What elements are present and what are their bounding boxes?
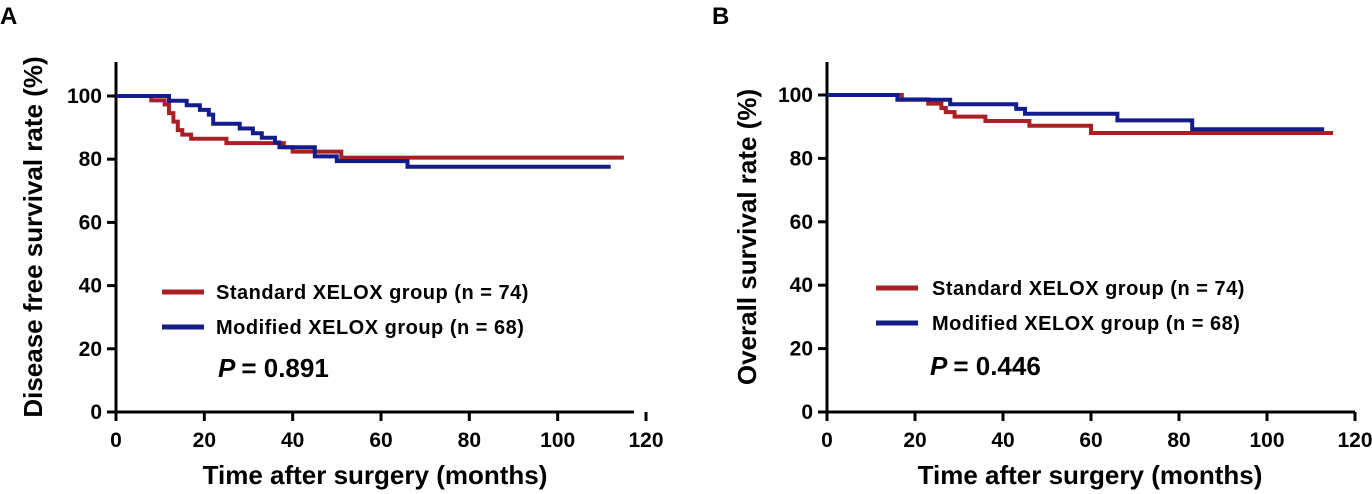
panel-a-x-tick-label: 20 (193, 429, 216, 452)
panel-a-x-tick-label: 100 (540, 429, 575, 452)
panel-b-y-tick-label: 40 (790, 274, 813, 297)
panel-b-legend-label-standard: Standard XELOX group (n = 74) (932, 278, 1245, 300)
panel-b-legend-label-modified: Modified XELOX group (n = 68) (932, 313, 1240, 335)
panel-a-x-tick-label: 120 (628, 429, 663, 452)
panel-a-p-value: P = 0.891 (218, 353, 329, 383)
panel-b-y-tick-label: 80 (790, 147, 813, 170)
panel-a-x-tick-label: 60 (369, 429, 392, 452)
panel-a-axes (114, 62, 634, 414)
panel-b-x-tick-label: 40 (991, 429, 1014, 452)
panel-b-label: B (712, 3, 729, 30)
panel-a-x-axis-title: Time after surgery (months) (203, 460, 548, 490)
panel-a-x-tick-label: 40 (281, 429, 304, 452)
panel-a-ticks: 0 20 40 60 80 100 120 0 20 40 60 80 100 (67, 85, 664, 452)
panel-b-series-modified (827, 93, 1325, 132)
panel-a-y-tick-label: 0 (90, 401, 102, 424)
panel-a-y-tick-label: 40 (79, 275, 102, 298)
panel-b-p-number: = 0.446 (953, 351, 1040, 381)
panel-a-series (116, 94, 624, 169)
panel-b-p-label: P (930, 351, 948, 381)
panel-b-y-tick-label: 60 (790, 211, 813, 234)
panel-b-x-tick-label: 20 (903, 429, 926, 452)
panel-b: B 0 20 40 60 80 100 120 0 20 40 60 80 100 Time after… (712, 3, 1372, 490)
panel-b-x-tick-label: 120 (1337, 429, 1372, 452)
panel-b-p-value: P = 0.446 (930, 351, 1041, 381)
panel-a: A 0 20 40 60 80 100 120 0 20 40 60 80 100 Time after… (0, 3, 664, 490)
panel-a-y-tick-label: 100 (67, 85, 102, 108)
panel-a-legend-label-standard: Standard XELOX group (n = 74) (216, 282, 529, 304)
panel-b-x-tick-label: 100 (1249, 429, 1284, 452)
panel-a-legend-label-modified: Modified XELOX group (n = 68) (216, 317, 524, 339)
panel-a-y-tick-label: 80 (79, 148, 102, 171)
panel-a-y-axis-title: Disease free survival rate (%) (18, 56, 48, 417)
panel-a-x-tick-label: 80 (458, 429, 481, 452)
panel-a-y-tick-label: 20 (79, 338, 102, 361)
panel-a-x-tick-label: 0 (110, 429, 122, 452)
panel-b-y-tick-label: 20 (790, 338, 813, 361)
panel-b-x-tick-label: 80 (1167, 429, 1190, 452)
panel-b-series (827, 93, 1333, 135)
panel-b-ticks: 0 20 40 60 80 100 120 0 20 40 60 80 100 (778, 84, 1372, 452)
panel-a-label: A (0, 3, 17, 30)
panel-a-p-number: = 0.891 (241, 353, 328, 383)
panel-b-y-axis-title: Overall survival rate (%) (732, 89, 762, 385)
panel-b-y-tick-label: 100 (778, 84, 813, 107)
panel-b-x-axis-title: Time after surgery (months) (918, 460, 1263, 490)
panel-a-y-tick-label: 60 (79, 211, 102, 234)
panel-a-p-label: P (218, 353, 236, 383)
panel-a-series-modified (116, 94, 611, 169)
panel-b-x-tick-label: 0 (821, 429, 833, 452)
panel-b-x-tick-label: 60 (1079, 429, 1102, 452)
panel-b-y-tick-label: 0 (801, 401, 813, 424)
